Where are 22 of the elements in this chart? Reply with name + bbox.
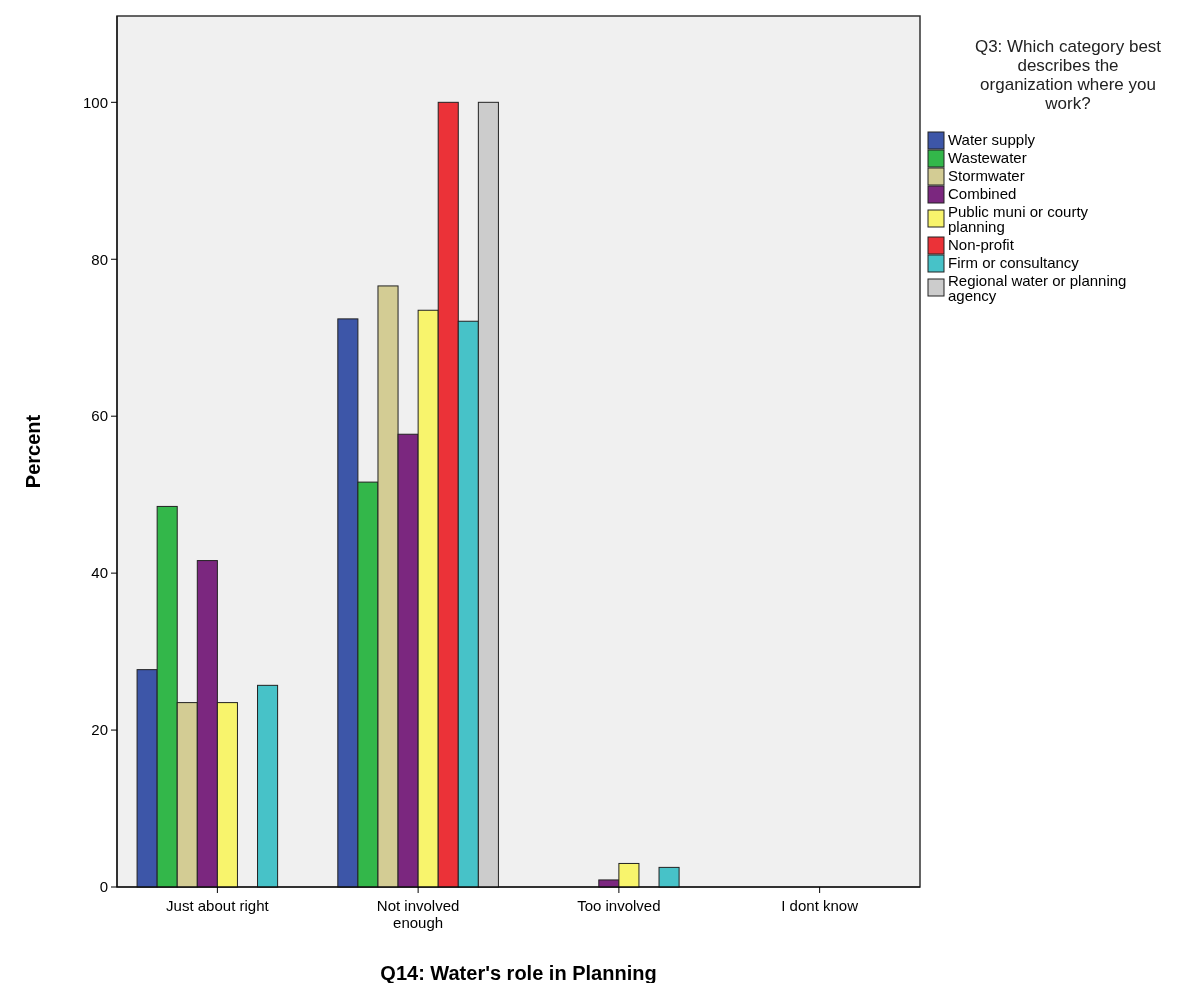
y-tick-label: 40 — [91, 564, 108, 582]
legend-label: Public muni or courty planning — [948, 203, 1089, 235]
legend-label: Combined — [948, 185, 1017, 202]
y-tick-label: 80 — [91, 250, 108, 268]
y-tick-label: 60 — [91, 407, 108, 425]
y-axis-title: Percent — [22, 414, 44, 489]
legend-label: Stormwater — [948, 167, 1025, 184]
legend-label: Non-profit — [948, 236, 1015, 253]
x-tick-label: Not involved enough — [376, 897, 460, 931]
legend-label: Firm or consultancy — [948, 254, 1080, 271]
bar — [658, 866, 680, 888]
legend-title: Q3: Which category best describes the organization where you work? — [974, 37, 1162, 113]
bar — [257, 684, 279, 888]
y-tick-label: 100 — [82, 93, 108, 111]
x-tick-label: I dont know — [781, 897, 859, 914]
legend-label: Water supply — [948, 131, 1036, 148]
y-tick-label: 0 — [99, 878, 108, 896]
legend-label: Regional water or planning agency — [948, 272, 1127, 304]
legend-label: Wastewater — [948, 149, 1027, 166]
y-tick-label: 20 — [91, 721, 108, 739]
x-tick-label: Too involved — [577, 897, 661, 914]
x-tick-label: Just about right — [166, 897, 270, 914]
